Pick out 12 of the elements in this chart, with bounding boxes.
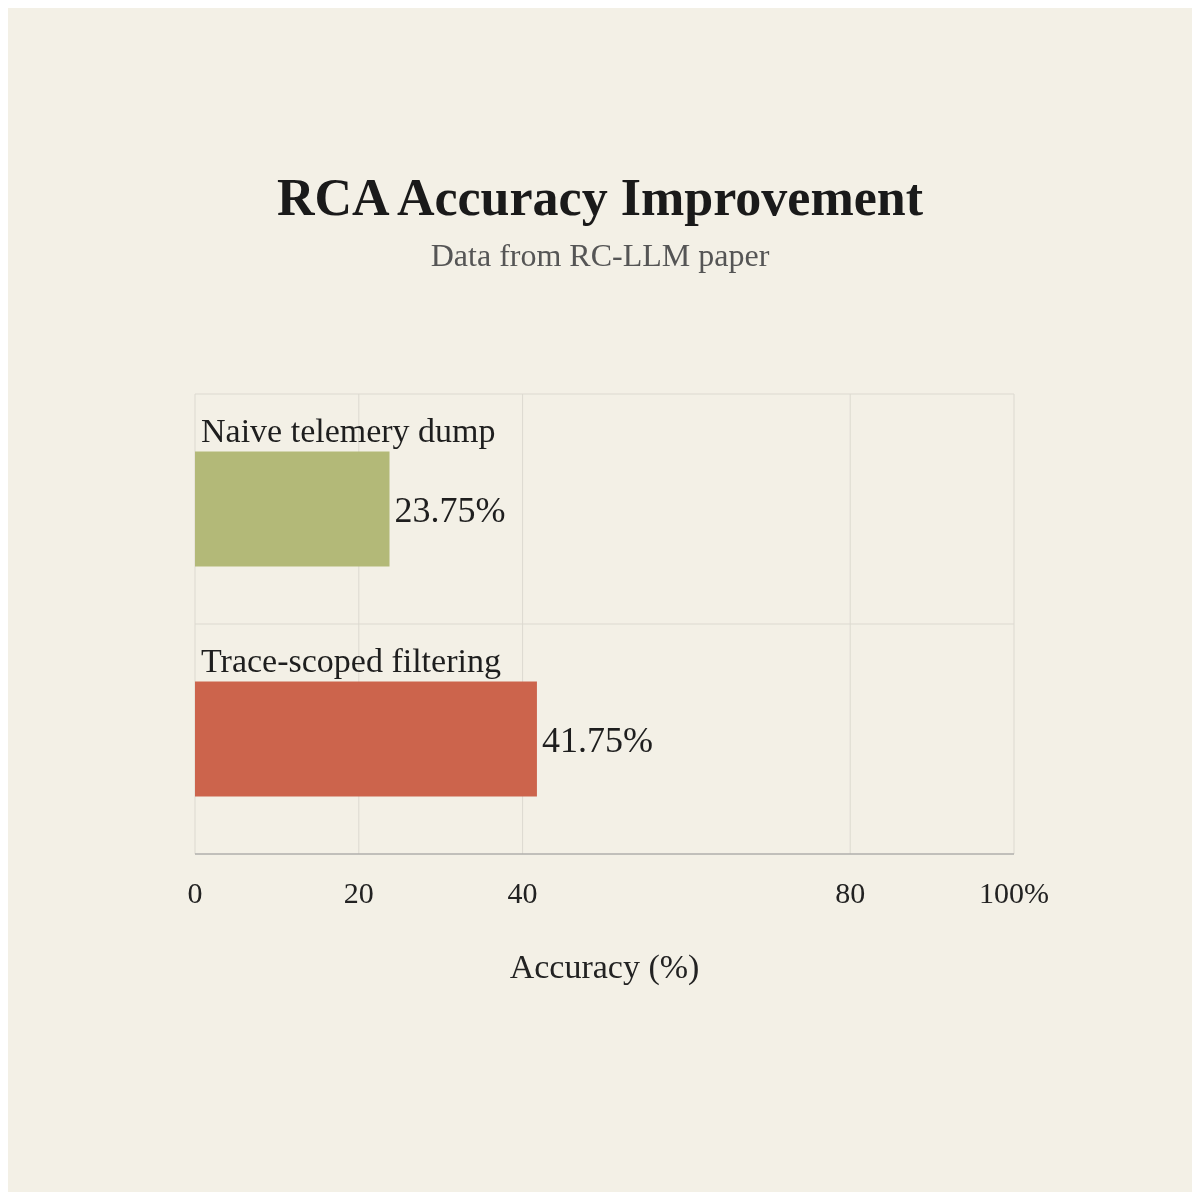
x-tick-label: 20	[343, 876, 374, 910]
y-tick-label: Trace-scoped filtering	[201, 641, 501, 679]
x-tick-label: 0	[187, 876, 203, 910]
x-tick-label: 40	[507, 876, 538, 910]
data-label: 23.75%	[394, 489, 506, 530]
data-label: 41.75%	[541, 719, 653, 760]
chart-subtitle: Data from RC-LLM paper	[429, 237, 771, 274]
x-tick-label: 80	[835, 876, 866, 910]
x-tick-label: 100%	[979, 876, 1049, 910]
x-axis-title: Accuracy (%)	[509, 948, 700, 987]
chart-title: RCA Accuracy Improvement	[275, 168, 924, 227]
y-tick-label: Naive telemery dump	[201, 411, 496, 449]
